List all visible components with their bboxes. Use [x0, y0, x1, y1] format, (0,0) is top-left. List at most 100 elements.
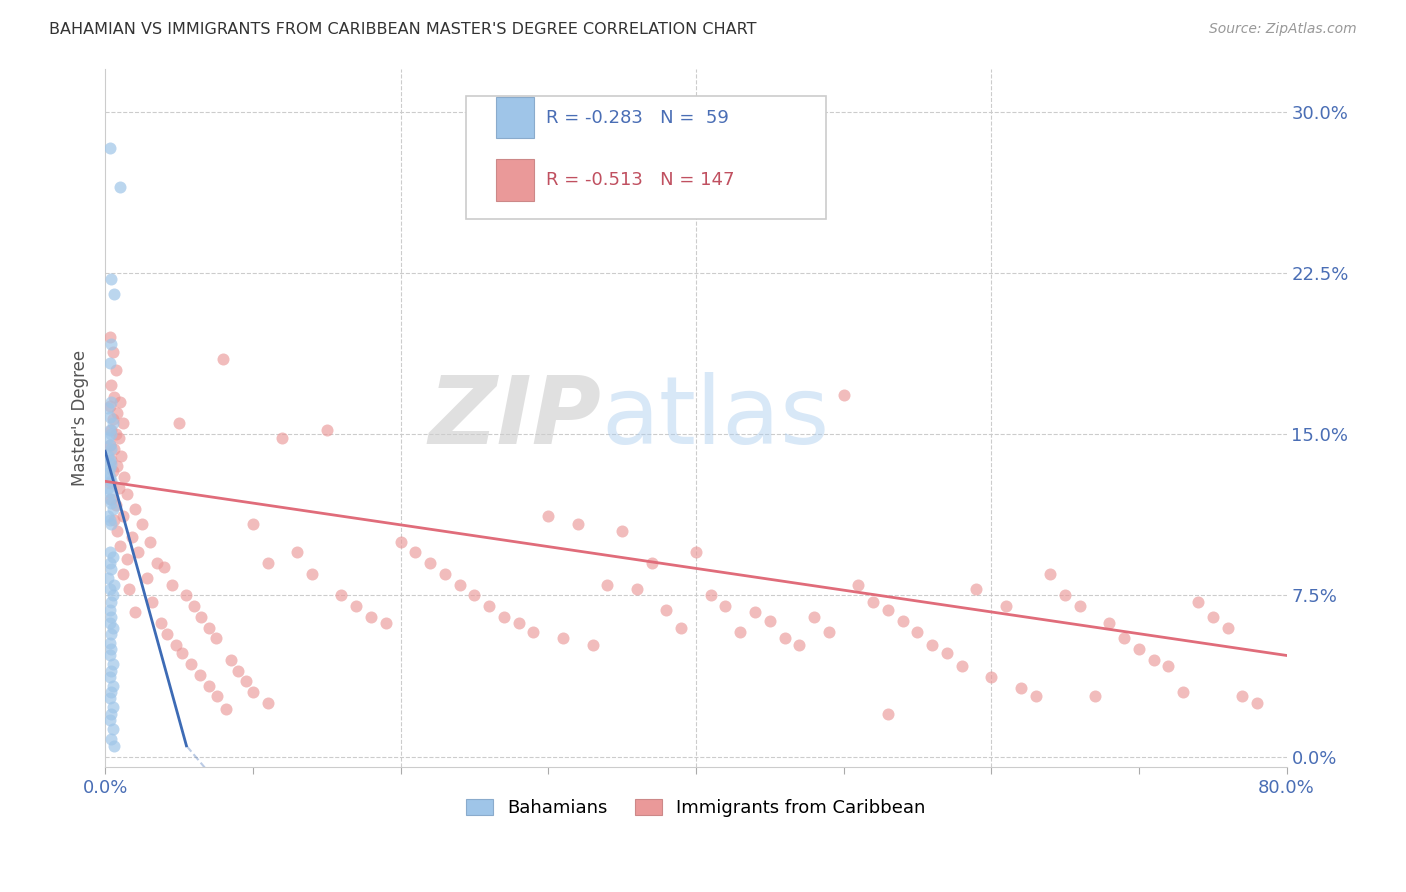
Point — [100, 491, 122, 506]
Point — [98, 713, 121, 727]
Point — [100, 423, 122, 437]
Point — [699, 588, 721, 602]
Point — [101, 588, 124, 602]
Point — [100, 627, 122, 641]
Point — [167, 417, 190, 431]
Point — [146, 556, 169, 570]
Point — [744, 606, 766, 620]
Point — [153, 560, 176, 574]
Point — [1114, 632, 1136, 646]
Point — [98, 409, 121, 424]
Point — [1246, 696, 1268, 710]
Point — [876, 603, 898, 617]
Point — [103, 442, 125, 456]
Point — [101, 417, 124, 431]
Point — [138, 534, 160, 549]
Point — [492, 609, 515, 624]
Point — [117, 551, 139, 566]
Point — [226, 664, 249, 678]
Point — [581, 638, 603, 652]
Point — [773, 632, 796, 646]
Point — [98, 616, 121, 631]
Point — [522, 624, 544, 639]
Point — [862, 595, 884, 609]
Point — [105, 524, 128, 538]
Point — [508, 616, 530, 631]
Point — [256, 696, 278, 710]
Point — [98, 545, 121, 559]
Point — [242, 517, 264, 532]
Point — [98, 356, 121, 370]
Point — [101, 657, 124, 671]
Point — [98, 470, 121, 484]
Point — [101, 345, 124, 359]
Point — [212, 351, 235, 366]
Point — [104, 498, 127, 512]
Point — [101, 700, 124, 714]
Point — [832, 388, 855, 402]
Point — [98, 423, 121, 437]
Point — [98, 491, 121, 506]
Point — [478, 599, 501, 613]
Point — [235, 674, 257, 689]
Point — [905, 624, 928, 639]
Text: R = -0.513   N = 147: R = -0.513 N = 147 — [546, 171, 734, 189]
Point — [215, 702, 238, 716]
Point — [876, 706, 898, 721]
Point — [846, 577, 869, 591]
Point — [100, 457, 122, 471]
Point — [108, 179, 131, 194]
Point — [97, 466, 120, 480]
Point — [190, 609, 212, 624]
Point — [803, 609, 825, 624]
Point — [626, 582, 648, 596]
Point — [1173, 685, 1195, 699]
Point — [97, 401, 120, 416]
Point — [100, 336, 122, 351]
Point — [1187, 595, 1209, 609]
Point — [97, 481, 120, 495]
Point — [101, 679, 124, 693]
Point — [98, 452, 121, 467]
Point — [124, 502, 146, 516]
Point — [374, 616, 396, 631]
Point — [98, 582, 121, 596]
Point — [404, 545, 426, 559]
FancyBboxPatch shape — [496, 97, 534, 138]
Point — [100, 609, 122, 624]
Point — [103, 287, 125, 301]
Point — [567, 517, 589, 532]
Point — [124, 606, 146, 620]
Point — [1054, 588, 1077, 602]
Point — [100, 595, 122, 609]
Point — [183, 599, 205, 613]
Point — [100, 642, 122, 657]
Point — [1216, 620, 1239, 634]
Point — [150, 616, 173, 631]
Point — [98, 635, 121, 649]
Point — [242, 685, 264, 699]
Point — [101, 620, 124, 634]
Point — [100, 377, 122, 392]
Point — [463, 588, 485, 602]
Point — [121, 530, 143, 544]
Point — [103, 391, 125, 405]
Point — [100, 272, 122, 286]
Point — [104, 362, 127, 376]
Point — [101, 464, 124, 478]
Point — [103, 739, 125, 753]
Point — [980, 670, 1002, 684]
Point — [98, 670, 121, 684]
Point — [103, 577, 125, 591]
Point — [758, 614, 780, 628]
Point — [100, 442, 122, 456]
Point — [1084, 690, 1107, 704]
Point — [891, 614, 914, 628]
Point — [101, 412, 124, 426]
Point — [596, 577, 619, 591]
Point — [100, 732, 122, 747]
Point — [160, 577, 183, 591]
Point — [950, 659, 973, 673]
Point — [131, 517, 153, 532]
Point — [112, 470, 135, 484]
